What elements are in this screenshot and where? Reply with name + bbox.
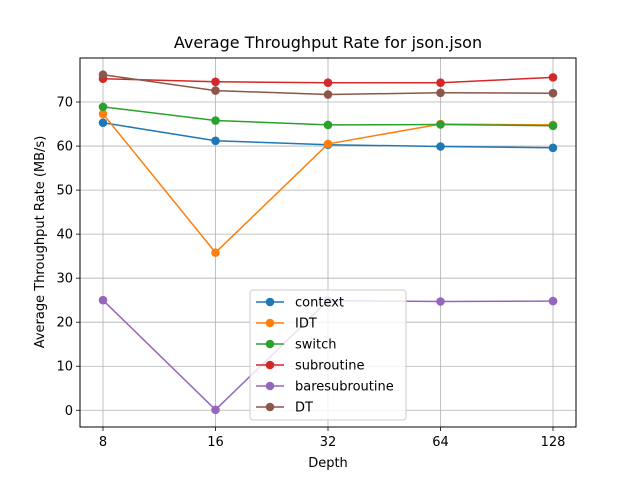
x-axis-title: Depth <box>308 456 348 471</box>
data-point-dt <box>98 70 108 80</box>
y-tick-label: 30 <box>56 272 73 287</box>
data-point-dt <box>211 86 220 95</box>
x-tick-label: 8 <box>99 435 107 450</box>
legend-marker-idt <box>265 318 275 328</box>
data-point-baresubroutine <box>548 296 558 306</box>
data-point-context <box>548 143 558 153</box>
y-tick-label: 60 <box>56 140 73 155</box>
ticks: 8 16 32 64 128 0 10 20 30 40 50 60 70 <box>56 96 565 450</box>
data-point-dt <box>323 90 333 99</box>
data-point-subroutine <box>211 77 220 87</box>
data-point-baresubroutine <box>211 405 220 415</box>
x-tick-label: 32 <box>320 435 337 450</box>
legend-label-idt: IDT <box>295 317 317 332</box>
data-point-context <box>211 136 220 146</box>
legend: context IDT switch subroutine baresubroutine… <box>249 289 407 421</box>
y-tick-label: 50 <box>56 184 73 199</box>
grid <box>80 58 576 427</box>
x-tick-label: 64 <box>432 435 449 450</box>
legend-label-subroutine: subroutine <box>295 359 364 374</box>
data-point-switch <box>323 120 333 130</box>
legend-label-dt: DT <box>295 401 313 416</box>
data-point-context <box>436 142 445 151</box>
y-tick-label: 70 <box>56 96 73 111</box>
data-point-idt <box>323 139 333 149</box>
data-point-dt <box>436 88 445 98</box>
legend-label-baresubroutine: baresubroutine <box>295 380 394 395</box>
legend-marker-dt <box>265 402 275 412</box>
data-point-context <box>98 118 108 128</box>
legend-box <box>249 289 407 421</box>
x-tick-label: 16 <box>207 435 224 450</box>
data-point-switch <box>211 116 220 125</box>
legend-marker-switch <box>265 339 275 349</box>
legend-marker-baresubroutine <box>265 381 275 391</box>
data-point-subroutine <box>323 78 333 87</box>
data-point-baresubroutine <box>98 295 108 305</box>
chart-title: Average Throughput Rate for json.json <box>174 33 482 52</box>
y-tick-label: 10 <box>56 360 73 375</box>
data-point-switch <box>98 102 108 112</box>
series-dt <box>98 70 558 99</box>
data-point-switch <box>548 121 558 131</box>
series-layer <box>98 70 558 415</box>
data-point-subroutine <box>436 78 445 87</box>
data-point-switch <box>436 120 445 129</box>
x-tick-label: 128 <box>541 435 566 450</box>
data-point-idt <box>211 248 220 257</box>
y-axis-title: Average Throughput Rate (MB/s) <box>33 136 48 349</box>
legend-label-switch: switch <box>295 338 337 353</box>
data-point-dt <box>548 88 558 98</box>
y-tick-label: 40 <box>56 228 73 243</box>
legend-label-context: context <box>295 296 344 311</box>
y-tick-label: 0 <box>65 404 73 419</box>
series-switch <box>98 102 558 131</box>
data-point-idt <box>98 109 108 119</box>
data-point-subroutine <box>548 73 558 82</box>
legend-marker-subroutine <box>265 360 275 370</box>
y-tick-label: 20 <box>56 316 73 331</box>
legend-marker-context <box>265 297 275 307</box>
data-point-baresubroutine <box>436 297 445 306</box>
